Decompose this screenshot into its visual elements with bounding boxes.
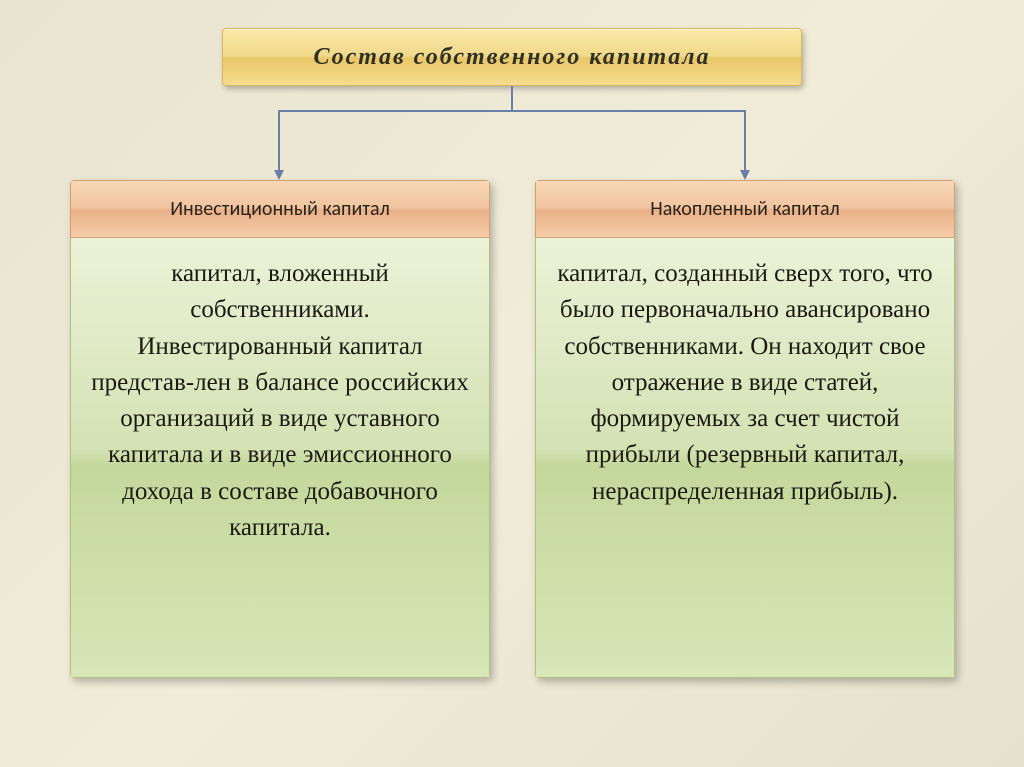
arrow-down-icon	[740, 170, 750, 180]
diagram-title: Состав собственного капитала	[222, 28, 802, 86]
branch-body: капитал, созданный сверх того, что было …	[535, 238, 955, 678]
connector-line	[744, 110, 746, 172]
connector-line	[511, 86, 513, 110]
connector-line	[278, 110, 746, 112]
branch-body: капитал, вложенный собственниками. Инвес…	[70, 238, 490, 678]
branch-investment: Инвестиционный капитал капитал, вложенны…	[70, 180, 490, 678]
connector-line	[278, 110, 280, 172]
branch-header: Инвестиционный капитал	[70, 180, 490, 238]
branch-accumulated: Накопленный капитал капитал, созданный с…	[535, 180, 955, 678]
arrow-down-icon	[274, 170, 284, 180]
branch-header: Накопленный капитал	[535, 180, 955, 238]
